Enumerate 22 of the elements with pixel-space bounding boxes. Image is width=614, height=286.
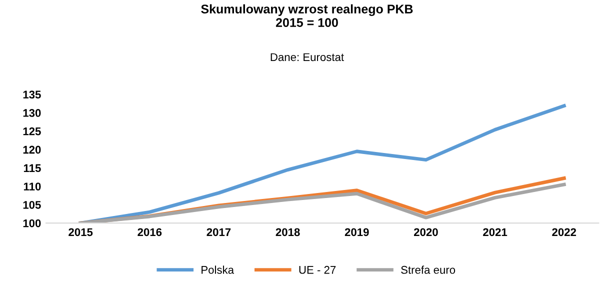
y-tick-label: 130 — [23, 109, 41, 117]
y-tick-label: 110 — [24, 182, 41, 190]
x-tick-label: 2018 — [276, 228, 300, 236]
y-tick-label: 100 — [23, 219, 41, 228]
y-tick-label: 105 — [23, 200, 41, 209]
x-tick-label: 2016 — [138, 228, 162, 236]
x-tick-label: 2017 — [206, 228, 231, 236]
y-tick-label: 135 — [23, 90, 41, 99]
x-tick-label: 2021 — [483, 228, 508, 236]
x-tick-label: 2022 — [552, 228, 576, 236]
chart-subtitle: Dane: Eurostat — [270, 53, 344, 62]
line-series — [78, 104, 566, 224]
x-tick-label: 2015 — [68, 228, 93, 236]
y-tick-label: 115 — [24, 164, 41, 172]
chart-title: Skumulowany wzrost realnego PKB 2015 = 100 — [201, 4, 413, 27]
x-tick-label: 2019 — [344, 228, 369, 236]
legend-label: Polska — [202, 266, 234, 274]
x-tick-label: 2020 — [414, 228, 438, 236]
legend-label: Strefa euro — [401, 266, 456, 274]
y-tick-label: 120 — [23, 146, 41, 154]
y-tick-label: 125 — [23, 127, 41, 136]
legend-label: UE - 27 — [299, 266, 336, 274]
